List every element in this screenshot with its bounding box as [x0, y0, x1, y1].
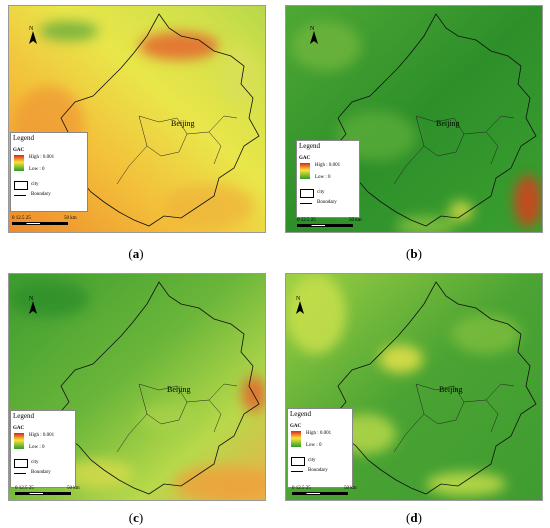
color-ramp — [14, 433, 24, 449]
boundary-line — [333, 281, 537, 495]
boundary-line — [56, 13, 260, 227]
city-symbol — [14, 181, 28, 190]
district-lines — [116, 115, 238, 185]
map-legend: Legend GAC High : 0.001 Low : 0 city Bou… — [287, 408, 353, 488]
map-legend: Legend GAC High : 0.001 Low : 0 city Bou… — [296, 140, 360, 218]
map-legend: Legend GAC High : 0.001 Low : 0 city Bou… — [10, 132, 88, 212]
north-arrow-icon: N — [294, 296, 306, 318]
boundary-line — [56, 281, 260, 495]
city-symbol — [300, 189, 314, 198]
map-panel-d: N Beijing Legend GAC High : 0.001 Low : … — [285, 273, 543, 501]
boundary-symbol — [14, 473, 26, 474]
color-ramp — [14, 155, 24, 171]
north-arrow-icon: N — [27, 26, 39, 48]
map-panel-c: N Beijing Legend GAC High : 0.001 Low : … — [8, 273, 266, 501]
scale-bar: 0 12.5 25 50 km — [297, 218, 377, 228]
district-lines — [393, 115, 515, 185]
panel-caption: (b) — [406, 246, 422, 261]
map-panel-a: N Beijing Legend GAC High : 0.001 Low : … — [8, 5, 266, 233]
scale-bar: 0 12.5 25 50 km — [12, 216, 92, 226]
north-arrow-icon: N — [27, 296, 39, 318]
panel-caption: (a) — [128, 246, 144, 261]
map-legend: Legend GAC High : 0.001 Low : 0 city Bou… — [10, 410, 76, 488]
boundary-line — [333, 13, 537, 227]
panel-caption: (d) — [406, 510, 422, 525]
city-label: Beijing — [439, 385, 463, 394]
gac-raster-map — [286, 274, 542, 500]
boundary-symbol — [291, 471, 303, 472]
map-panel-b: N Beijing Legend GAC High : 0.001 Low : … — [285, 5, 543, 233]
color-ramp — [300, 163, 310, 179]
city-label: Beijing — [171, 119, 195, 128]
district-lines — [393, 383, 515, 453]
city-symbol — [291, 457, 305, 466]
city-symbol — [14, 459, 28, 468]
color-ramp — [291, 431, 301, 447]
scale-bar: 0 12.5 25 50 km — [292, 486, 372, 496]
city-label: Beijing — [436, 119, 460, 128]
city-label: Beijing — [167, 385, 191, 394]
district-lines — [116, 383, 238, 453]
north-arrow-icon: N — [308, 26, 320, 48]
panel-caption: (c) — [128, 510, 144, 525]
boundary-symbol — [14, 195, 26, 196]
boundary-symbol — [300, 203, 312, 204]
scale-bar: 0 12.5 25 50 km — [15, 486, 95, 496]
